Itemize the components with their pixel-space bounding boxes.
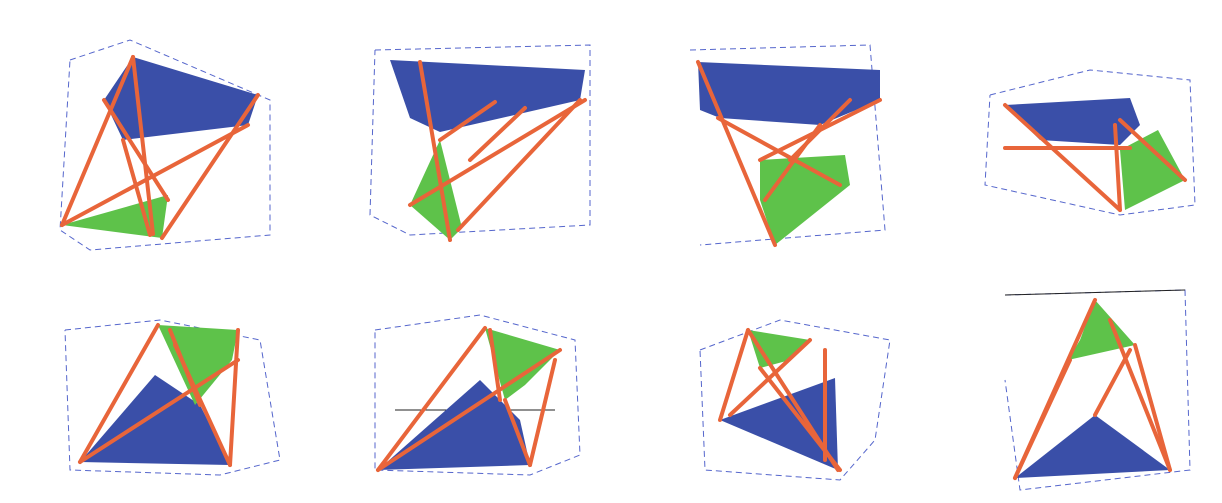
- panel: [375, 315, 580, 475]
- leg: [720, 330, 748, 420]
- base: [1068, 300, 1135, 360]
- panel: [370, 45, 590, 240]
- figure: [0, 0, 1222, 503]
- panel: [700, 320, 890, 480]
- leg: [1095, 350, 1130, 415]
- panel: [1005, 290, 1190, 490]
- panel: [985, 70, 1195, 215]
- panel: [690, 45, 885, 245]
- panel: [60, 40, 270, 250]
- axis-line: [1005, 290, 1185, 295]
- panel: [65, 320, 280, 475]
- base: [760, 155, 850, 245]
- platform: [390, 60, 585, 132]
